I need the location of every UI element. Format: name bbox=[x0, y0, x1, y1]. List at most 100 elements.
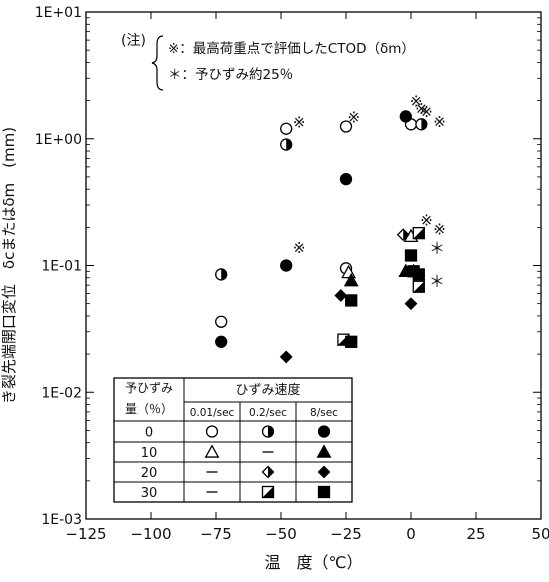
marker-fill bbox=[413, 227, 425, 239]
marker-shape bbox=[317, 465, 331, 479]
data-point-diamond-filled bbox=[317, 465, 331, 479]
data-point-circle-filled bbox=[317, 425, 331, 438]
marker-shape bbox=[404, 297, 418, 311]
max-load-mark: ※ bbox=[415, 100, 428, 118]
legend-prestrain-value: 20 bbox=[141, 466, 158, 481]
data-point-circle-filled bbox=[215, 335, 228, 348]
legend-prestrain-value: 30 bbox=[141, 486, 158, 501]
marker-fill bbox=[262, 486, 274, 498]
marker-shape bbox=[215, 315, 228, 328]
marker-fill bbox=[221, 268, 227, 280]
y-tick-label: 1E+01 bbox=[35, 5, 82, 21]
marker-shape bbox=[205, 425, 219, 438]
data-point-square-filled bbox=[345, 294, 358, 307]
legend-table bbox=[113, 377, 353, 503]
y-tick-label: 1E-03 bbox=[41, 512, 82, 528]
marker-shape bbox=[279, 350, 293, 364]
x-tick-label: −125 bbox=[65, 525, 106, 543]
annotation-line-prestrain: ＊：予ひずみ約25％ bbox=[168, 67, 293, 83]
x-tick-label: −75 bbox=[200, 525, 232, 543]
max-load-mark: ※ bbox=[420, 212, 433, 230]
legend-rate-label: 0.01/sec bbox=[190, 407, 235, 419]
data-point-square-filled bbox=[317, 485, 331, 499]
x-tick-label: −25 bbox=[330, 525, 362, 543]
x-tick-label: 50 bbox=[531, 525, 549, 543]
annotation-prefix: (注) bbox=[121, 33, 146, 49]
y-tick-label: 1E-01 bbox=[41, 259, 82, 275]
data-point-square-filled bbox=[404, 249, 418, 262]
marker-shape bbox=[345, 294, 358, 307]
max-load-mark: ※ bbox=[410, 93, 423, 111]
data-point-diamond-filled bbox=[279, 350, 293, 364]
marker-fill bbox=[268, 466, 274, 478]
marker-shape bbox=[317, 425, 331, 438]
y-tick-label: 1E-02 bbox=[41, 385, 82, 401]
data-point-circle-half bbox=[261, 425, 275, 438]
y-axis-label: き裂先端開口変位 δcまたはδm (mm) bbox=[0, 127, 18, 404]
marker-fill bbox=[421, 118, 427, 130]
data-point-circle-filled bbox=[339, 173, 353, 186]
data-point-circle-open bbox=[280, 122, 293, 135]
data-point-square-half bbox=[412, 280, 425, 293]
x-tick-label: 25 bbox=[466, 525, 485, 543]
data-point-diamond-half bbox=[261, 465, 275, 479]
data-point-square-filled bbox=[412, 268, 425, 281]
marker-shape bbox=[404, 249, 418, 262]
legend-rate-label: 8/sec bbox=[310, 407, 338, 419]
marker-fill bbox=[268, 426, 274, 437]
legend-prestrain-value: 0 bbox=[145, 426, 153, 441]
max-load-mark: ※ bbox=[348, 108, 361, 126]
data-point-triangle-filled bbox=[343, 272, 359, 287]
max-load-mark: ※ bbox=[293, 239, 306, 257]
marker-shape bbox=[215, 335, 228, 348]
marker-shape bbox=[339, 120, 353, 133]
data-point-circle-open bbox=[205, 425, 219, 438]
marker-shape bbox=[280, 122, 293, 135]
legend-header-prestrain: 予ひずみ bbox=[125, 381, 173, 395]
marker-fill bbox=[286, 139, 292, 151]
data-point-circle-filled bbox=[399, 110, 412, 123]
data-point-diamond-filled bbox=[334, 289, 348, 302]
legend-prestrain-value: 10 bbox=[141, 446, 158, 461]
max-load-mark: ※ bbox=[420, 103, 433, 121]
marker-shape bbox=[343, 272, 359, 287]
marker-shape bbox=[204, 444, 220, 458]
marker-shape bbox=[412, 268, 425, 281]
marker-shape bbox=[339, 173, 353, 186]
annotation-line-maxload: ※：最高荷重点で評価したCTOD（δm） bbox=[168, 40, 415, 57]
data-point-circle-half bbox=[415, 118, 428, 131]
x-axis-label: 温 度（℃） bbox=[265, 553, 363, 572]
x-tick-label: −50 bbox=[265, 525, 297, 543]
data-point-circle-half bbox=[280, 138, 293, 151]
legend-header-rate: ひずみ速度 bbox=[235, 382, 300, 398]
data-point-square-half bbox=[261, 485, 275, 499]
data-point-circle-open bbox=[339, 120, 353, 133]
prestrain25-mark: ＊ bbox=[429, 239, 445, 258]
marker-shape bbox=[280, 259, 293, 272]
marker-fill bbox=[403, 229, 409, 241]
data-point-square-filled bbox=[345, 335, 358, 348]
max-load-mark: ※ bbox=[433, 113, 446, 131]
marker-shape bbox=[345, 335, 358, 348]
data-point-square-half bbox=[412, 226, 425, 240]
prestrain25-mark: ＊ bbox=[429, 272, 445, 291]
data-point-diamond-filled bbox=[404, 297, 418, 311]
marker-shape bbox=[317, 485, 331, 499]
data-point-circle-filled bbox=[280, 259, 293, 272]
legend-rate-label: 0.2/sec bbox=[249, 407, 287, 419]
y-tick-label: 1E+00 bbox=[35, 132, 82, 148]
annotation-brace bbox=[151, 35, 164, 91]
marker-shape bbox=[316, 444, 332, 458]
max-load-mark: ※ bbox=[293, 113, 306, 131]
legend-header-prestrain-unit: 量（％） bbox=[125, 402, 173, 416]
data-point-triangle-filled bbox=[316, 444, 332, 458]
marker-shape bbox=[399, 110, 412, 123]
max-load-mark: ※ bbox=[433, 221, 446, 239]
x-tick-label: −100 bbox=[130, 525, 171, 543]
data-point-diamond-half bbox=[396, 228, 410, 242]
data-point-circle-open bbox=[215, 315, 228, 328]
marker-shape bbox=[334, 289, 348, 302]
data-point-circle-half bbox=[215, 268, 228, 281]
